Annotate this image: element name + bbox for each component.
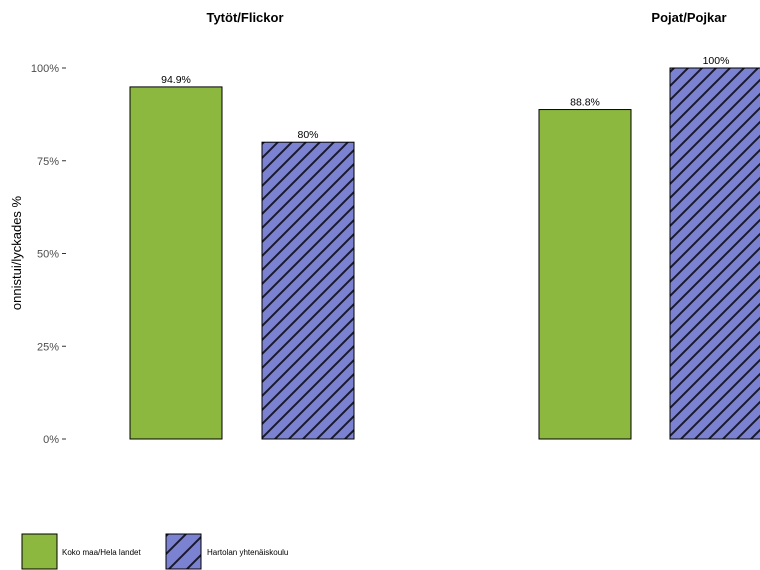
bar-koko-maa xyxy=(129,86,223,440)
y-axis-title: onnistui/lyckades % xyxy=(9,195,24,310)
legend-key-koko-maa xyxy=(21,533,58,570)
bar-hartola xyxy=(669,67,760,440)
y-tick-label: 25% xyxy=(37,341,59,353)
bar-value-label: 80% xyxy=(297,129,318,141)
bar-value-label: 94.9% xyxy=(161,74,191,86)
panel-2: Pojat/Pojkar 88.8% 100% xyxy=(538,10,760,440)
bar-hartola xyxy=(261,141,355,440)
legend: Koko maa/Hela landet Hartolan yhtenäiskou… xyxy=(21,533,288,570)
legend-key-hartola xyxy=(165,533,202,570)
y-tick-label: 100% xyxy=(31,63,59,75)
panel-1: Tytöt/Flickor 94.9% 80% xyxy=(129,10,355,440)
y-tick-label: 0% xyxy=(43,434,59,446)
bar-value-label: 100% xyxy=(703,55,730,67)
legend-label: Hartolan yhtenäiskoulu xyxy=(207,548,288,557)
y-tick-label: 75% xyxy=(37,156,59,168)
bar-value-label: 88.8% xyxy=(570,97,600,109)
y-tick-label: 50% xyxy=(37,249,59,261)
legend-label: Koko maa/Hela landet xyxy=(62,548,141,557)
panel-title: Pojat/Pojkar xyxy=(651,10,726,25)
bar-koko-maa xyxy=(538,109,632,440)
panels: Tytöt/Flickor 94.9% 80% Pojat/Pojkar 88.8% 10… xyxy=(129,10,760,440)
panel-title: Tytöt/Flickor xyxy=(206,10,283,25)
y-axis: 0% 25% 50% 75% 100% xyxy=(31,63,66,446)
